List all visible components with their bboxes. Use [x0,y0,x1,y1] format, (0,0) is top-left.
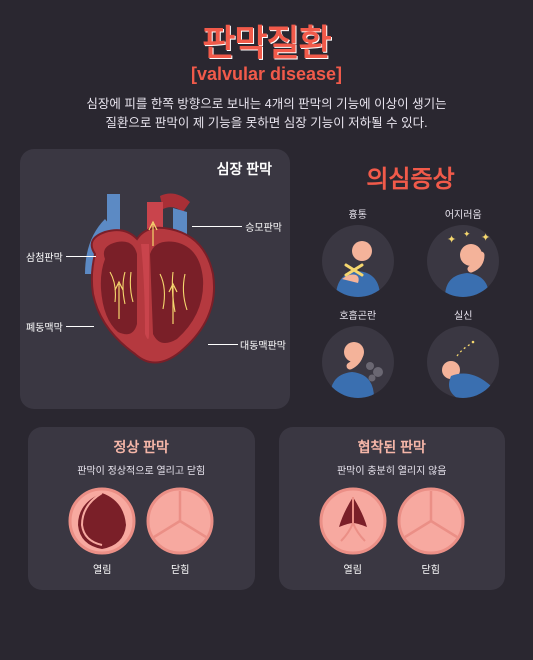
symptom-label: 어지러움 [445,206,482,221]
dizziness-icon: ✦ ✦ ✦ [427,225,499,297]
symptom-dizziness: 어지러움 ✦ ✦ ✦ [427,206,499,297]
valve-label-aortic: 대동맥판막 [240,337,286,352]
symptoms-section: 의심증상 흉통 어지러움 [308,149,513,409]
normal-valve-card: 정상 판막 판막이 정상적으로 열리고 닫힘 열림 [28,427,255,590]
symptom-dyspnea: 호흡곤란 [322,307,394,398]
label-line [66,256,96,257]
stenosis-valve-desc: 판막이 충분히 열리지 않음 [289,462,496,477]
fainting-icon [427,326,499,398]
normal-valve-desc: 판막이 정상적으로 열리고 닫힘 [38,462,245,477]
valve-label-pulmonary: 폐동맥막 [26,319,63,334]
chest-pain-icon [322,225,394,297]
valve-state-label: 열림 [344,561,362,576]
page-title: 판막질환 [0,14,533,66]
heart-illustration [55,184,255,384]
valve-stenosis-open-icon [319,487,387,555]
valve-state-label: 닫힘 [171,561,189,576]
normal-valve-title: 정상 판막 [38,437,245,457]
valve-closed-icon [146,487,214,555]
label-line [66,326,94,327]
valve-state-label: 열림 [93,561,111,576]
valve-label-tricuspid: 삼첨판막 [26,249,63,264]
desc-line: 심장에 피를 한쪽 방향으로 보내는 4개의 판막의 기능에 이상이 생기는 [86,97,446,111]
label-line [192,226,242,227]
symptom-label: 흉통 [349,206,367,221]
stenosis-valve-open: 열림 [319,487,387,576]
label-line [208,344,238,345]
stenosis-valve-closed: 닫힘 [397,487,465,576]
symptom-chest-pain: 흉통 [322,206,394,297]
symptom-label: 실신 [454,307,472,322]
stenosis-valve-title: 협착된 판막 [289,437,496,457]
svg-text:✦: ✦ [447,234,456,246]
stenosis-valve-card: 협착된 판막 판막이 충분히 열리지 않음 열림 [279,427,506,590]
symptom-fainting: 실신 [427,307,499,398]
page-subtitle: [valvular disease] [0,64,533,85]
header: 판막질환 [valvular disease] [0,0,533,85]
desc-line: 질환으로 판막이 제 기능을 못하면 심장 기능이 저하될 수 있다. [105,116,427,130]
normal-valve-open: 열림 [68,487,136,576]
svg-text:✦: ✦ [463,229,471,239]
heart-diagram-title: 심장 판막 [217,159,272,179]
normal-valve-closed: 닫힘 [146,487,214,576]
valve-state-label: 닫힘 [422,561,440,576]
valve-stenosis-closed-icon [397,487,465,555]
valve-open-icon [68,487,136,555]
symptoms-title: 의심증상 [308,159,513,194]
symptom-label: 호흡곤란 [339,307,376,322]
svg-text:✦: ✦ [481,232,490,244]
valve-label-mitral: 승모판막 [245,219,282,234]
page-description: 심장에 피를 한쪽 방향으로 보내는 4개의 판막의 기능에 이상이 생기는 질… [20,95,513,133]
heart-diagram-card: 심장 판막 [20,149,290,409]
dyspnea-icon [322,326,394,398]
